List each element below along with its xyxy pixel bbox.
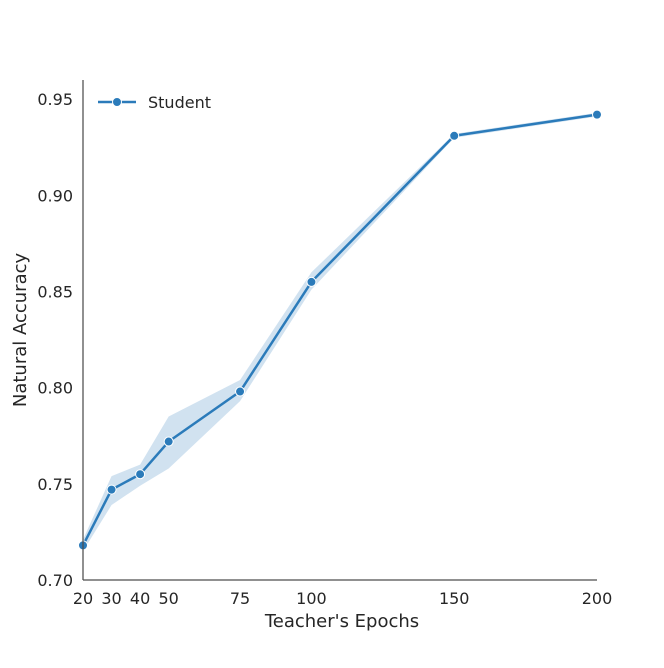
series-line-layer: [81, 113, 598, 546]
x-tick-label-20: 20: [73, 589, 93, 608]
y-axis-title: Natural Accuracy: [10, 253, 31, 408]
student-confidence-band: [83, 112, 597, 552]
x-tick-label-150: 150: [439, 589, 470, 608]
y-tick-label-0.85: 0.85: [37, 283, 73, 302]
y-tick-labels: 0.70 0.75 0.80 0.85 0.90 0.95: [37, 90, 73, 590]
y-tick-label-0.70: 0.70: [37, 571, 73, 590]
x-tick-label-40: 40: [130, 589, 150, 608]
x-tick-label-100: 100: [296, 589, 327, 608]
y-tick-label-0.75: 0.75: [37, 475, 73, 494]
confidence-band-layer: [83, 112, 597, 552]
student-data-point-75: [235, 386, 246, 397]
student-data-point-40: [135, 469, 146, 480]
x-tick-label-75: 75: [230, 589, 250, 608]
legend-label-student: Student: [148, 93, 211, 112]
student-series-line: [81, 113, 598, 546]
y-tick-label-0.80: 0.80: [37, 379, 73, 398]
x-tick-label-50: 50: [158, 589, 178, 608]
x-tick-label-30: 30: [101, 589, 121, 608]
student-data-point-50: [163, 436, 174, 447]
legend-series-marker: [112, 97, 122, 107]
y-tick-label-0.95: 0.95: [37, 90, 73, 109]
student-data-point-200: [592, 109, 602, 120]
legend: Student: [98, 93, 211, 112]
x-tick-label-200: 200: [582, 589, 613, 608]
data-point-layer: [78, 109, 602, 551]
y-tick-label-0.90: 0.90: [37, 186, 73, 205]
student-data-point-150: [449, 130, 460, 141]
x-tick-labels: 20 30 40 50 75 100 150 200: [73, 589, 612, 608]
student-data-point-30: [106, 484, 117, 495]
student-data-point-100: [306, 276, 317, 287]
x-axis-title: Teacher's Epochs: [264, 611, 419, 632]
